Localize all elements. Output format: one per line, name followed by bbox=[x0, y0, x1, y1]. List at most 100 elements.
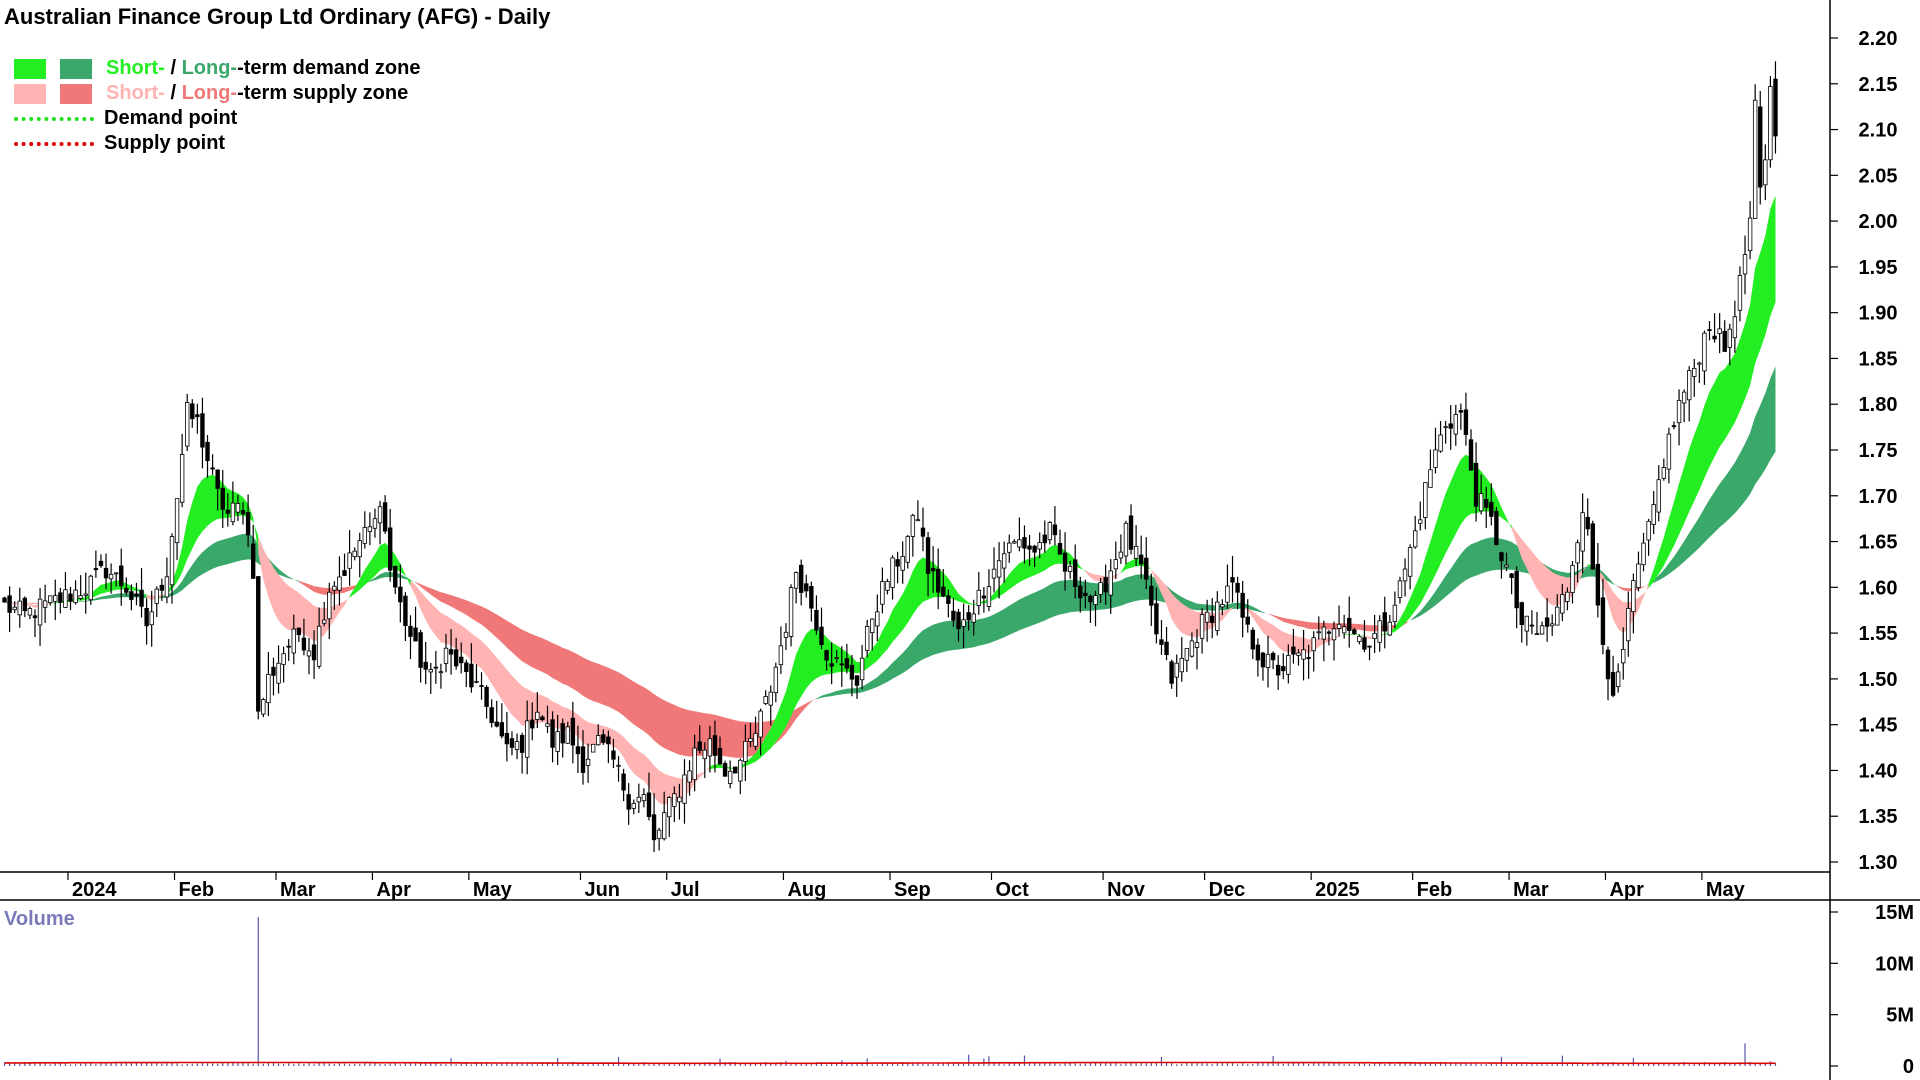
candle-body bbox=[113, 572, 119, 575]
candle bbox=[733, 766, 738, 774]
candle bbox=[585, 743, 591, 783]
long-term-zone bbox=[415, 582, 817, 758]
candle bbox=[469, 643, 474, 693]
candle-body bbox=[433, 666, 439, 669]
candle bbox=[27, 606, 33, 620]
candle bbox=[1747, 201, 1753, 260]
candle-body bbox=[332, 585, 337, 591]
candle-body bbox=[453, 649, 459, 667]
candle-body bbox=[1717, 328, 1722, 334]
candle-body bbox=[1519, 602, 1524, 625]
candle bbox=[1078, 576, 1083, 613]
candle-body bbox=[758, 710, 763, 738]
candle bbox=[98, 554, 104, 568]
short-term-zone bbox=[4, 602, 10, 604]
candle-body bbox=[1215, 601, 1220, 631]
candle bbox=[428, 662, 433, 695]
candle bbox=[895, 551, 900, 584]
candle-body bbox=[1433, 449, 1438, 468]
candle bbox=[78, 575, 83, 601]
candle bbox=[48, 595, 53, 606]
candle-body bbox=[560, 723, 565, 744]
candle-body bbox=[1073, 559, 1078, 587]
candle-body bbox=[936, 568, 941, 593]
candle bbox=[1215, 591, 1220, 636]
candle-body bbox=[1296, 652, 1301, 656]
candle bbox=[1352, 627, 1357, 635]
candle bbox=[611, 738, 616, 769]
candle bbox=[1549, 614, 1555, 636]
candle bbox=[1367, 645, 1372, 661]
legend-demand-zone: Short- / Long- -term demand zone bbox=[14, 56, 420, 81]
candle-body bbox=[464, 662, 469, 672]
candle-body bbox=[1752, 99, 1758, 219]
candle bbox=[296, 627, 302, 643]
candle bbox=[1159, 620, 1164, 655]
candle bbox=[129, 584, 134, 611]
candle bbox=[1128, 504, 1134, 555]
volume-tick-label: 15M bbox=[1875, 902, 1914, 924]
candle-body bbox=[834, 657, 839, 659]
legend-supply-zone: Short- / Long- -term supply zone bbox=[14, 81, 420, 106]
volume-average-line bbox=[4, 1061, 1776, 1065]
candle bbox=[413, 606, 418, 642]
candle-body bbox=[1321, 626, 1327, 640]
candle bbox=[783, 623, 789, 651]
candle bbox=[793, 571, 799, 604]
candle bbox=[124, 577, 129, 596]
candle-body bbox=[382, 502, 388, 532]
candle bbox=[1666, 427, 1672, 484]
candle bbox=[448, 629, 454, 675]
candle-body bbox=[1098, 582, 1103, 595]
candle bbox=[37, 588, 43, 646]
long-term-zone bbox=[1410, 537, 1619, 621]
candle bbox=[900, 541, 905, 584]
candle-body bbox=[1133, 546, 1139, 559]
candle-body bbox=[910, 515, 916, 537]
volume-axis: 0 5M 10M 15M bbox=[1830, 902, 1914, 1078]
candle-body bbox=[504, 732, 510, 745]
candle bbox=[560, 718, 565, 758]
candle bbox=[651, 793, 657, 853]
candle-body bbox=[951, 610, 956, 621]
candle bbox=[271, 657, 276, 696]
candle-body bbox=[1128, 515, 1134, 550]
candle-body bbox=[1331, 628, 1337, 641]
candle bbox=[1656, 465, 1661, 522]
candle-body bbox=[1722, 330, 1727, 352]
candle bbox=[1189, 632, 1195, 658]
candle-body bbox=[570, 717, 576, 746]
candle bbox=[1433, 427, 1438, 474]
candle bbox=[1768, 76, 1773, 168]
candle bbox=[702, 742, 707, 778]
candle bbox=[946, 589, 951, 618]
candle-body bbox=[1626, 608, 1631, 642]
candle bbox=[1494, 507, 1499, 546]
candle bbox=[357, 532, 362, 578]
legend-supply-short: Short- bbox=[106, 82, 165, 104]
candle-body bbox=[1250, 629, 1256, 650]
short-supply-swatch bbox=[14, 83, 46, 104]
candle-body bbox=[1397, 580, 1403, 598]
candle bbox=[179, 433, 185, 508]
candle-body bbox=[1656, 479, 1661, 513]
candle bbox=[590, 743, 596, 753]
candle-body bbox=[108, 573, 114, 580]
candle-body bbox=[1357, 635, 1362, 642]
candle-body bbox=[768, 691, 773, 706]
legend-demand-sep: / bbox=[164, 57, 182, 79]
candle bbox=[1073, 544, 1078, 599]
candle-body bbox=[672, 793, 677, 807]
candle-body bbox=[1204, 611, 1210, 623]
long-term-zone bbox=[369, 572, 416, 583]
candle bbox=[1555, 594, 1560, 626]
candle bbox=[53, 579, 58, 621]
candle bbox=[763, 690, 768, 706]
candle-body bbox=[83, 593, 88, 596]
candle bbox=[1676, 389, 1682, 446]
candle-body bbox=[895, 559, 900, 567]
candle-body bbox=[616, 764, 621, 767]
short-term-zone bbox=[349, 542, 411, 598]
candle bbox=[484, 685, 489, 719]
candle-body bbox=[281, 653, 286, 665]
